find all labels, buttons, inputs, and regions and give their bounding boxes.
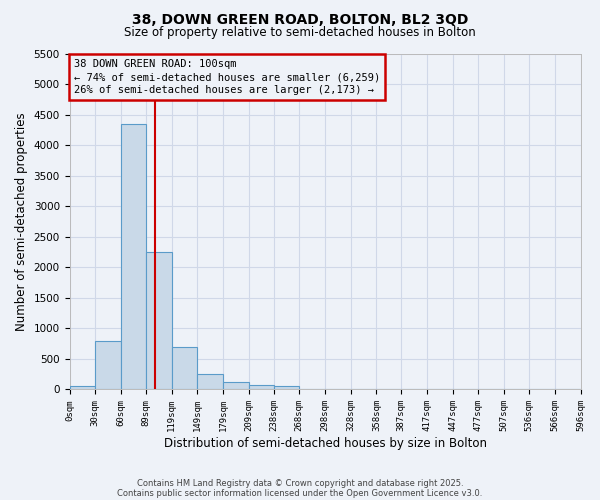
Bar [249, 384, 274, 390]
Bar [223, 382, 249, 390]
Text: 38, DOWN GREEN ROAD, BOLTON, BL2 3QD: 38, DOWN GREEN ROAD, BOLTON, BL2 3QD [132, 12, 468, 26]
Text: Contains HM Land Registry data © Crown copyright and database right 2025.: Contains HM Land Registry data © Crown c… [137, 478, 463, 488]
Bar [274, 386, 299, 390]
Bar [146, 252, 172, 390]
Bar [70, 386, 95, 390]
Bar [172, 347, 197, 390]
Text: Contains public sector information licensed under the Open Government Licence v3: Contains public sector information licen… [118, 488, 482, 498]
Text: 38 DOWN GREEN ROAD: 100sqm
← 74% of semi-detached houses are smaller (6,259)
26%: 38 DOWN GREEN ROAD: 100sqm ← 74% of semi… [74, 59, 380, 96]
Y-axis label: Number of semi-detached properties: Number of semi-detached properties [15, 112, 28, 331]
Bar [121, 124, 146, 390]
Bar [95, 340, 121, 390]
X-axis label: Distribution of semi-detached houses by size in Bolton: Distribution of semi-detached houses by … [164, 437, 487, 450]
Text: Size of property relative to semi-detached houses in Bolton: Size of property relative to semi-detach… [124, 26, 476, 39]
Bar [197, 374, 223, 390]
